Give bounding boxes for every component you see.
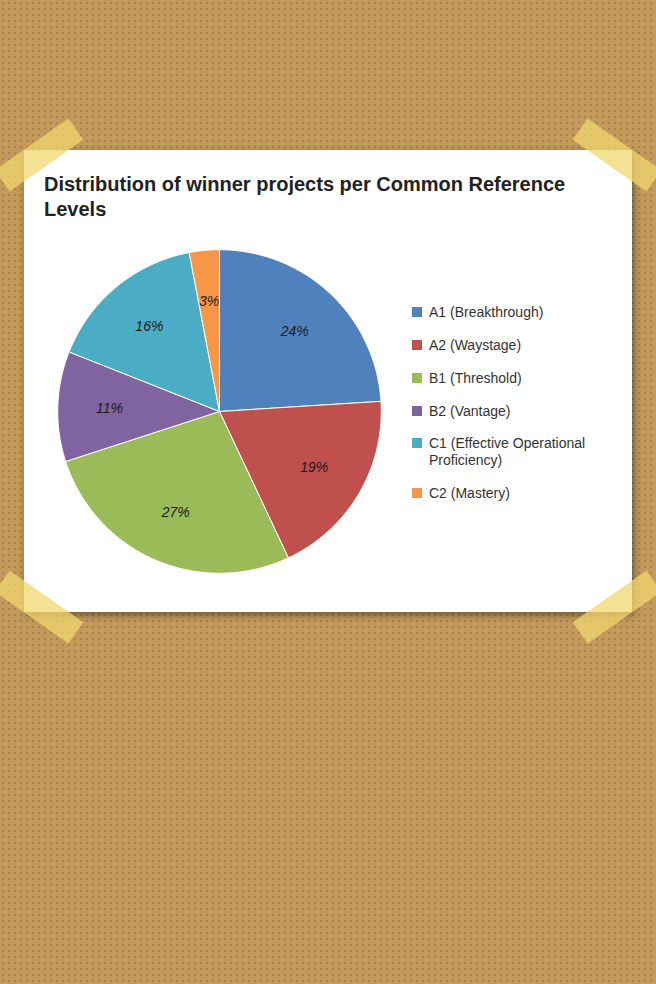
svg-text:24%: 24% xyxy=(280,323,309,339)
html-text:A1 (Breakthrough): A1 (Breakthrough) xyxy=(429,304,544,321)
svg-text:19%: 19% xyxy=(300,459,328,475)
html-text:Distribution of winner project: Distribution of winner projects per Comm… xyxy=(44,173,566,220)
svg-text:27%: 27% xyxy=(161,504,190,520)
html-text:B2 (Vantage): B2 (Vantage) xyxy=(429,402,511,419)
html-text:C1 (Effective Operational Prof: C1 (Effective Operational Proficiency) xyxy=(429,435,586,469)
html-text:C2 (Mastery): C2 (Mastery) xyxy=(429,485,510,501)
html-text:A2 (Waystage): A2 (Waystage) xyxy=(429,337,522,353)
svg-text:3%: 3% xyxy=(199,293,219,309)
html-text:B1 (Threshold): B1 (Threshold) xyxy=(429,369,522,386)
svg-text:11%: 11% xyxy=(96,400,123,416)
svg-text:16%: 16% xyxy=(135,318,163,334)
